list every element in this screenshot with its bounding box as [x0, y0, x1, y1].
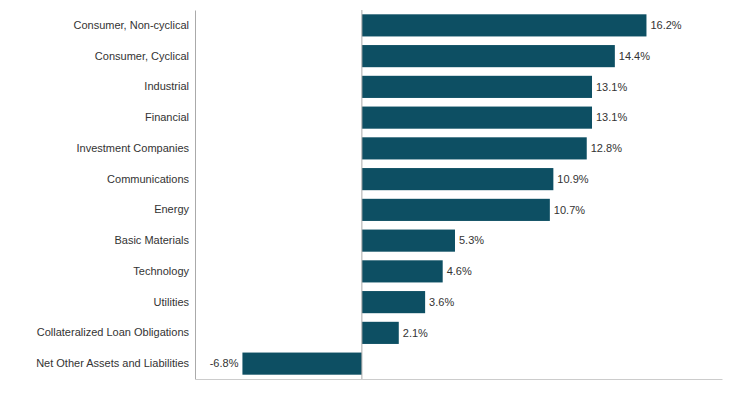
- bar: [362, 322, 399, 344]
- y-tick: Technology: [133, 265, 195, 277]
- bar: [362, 14, 647, 36]
- data-label: 2.1%: [403, 327, 428, 339]
- plot: Consumer, Non-cyclical Consumer, Cyclical…: [36, 10, 722, 380]
- y-axis: Consumer, Non-cyclical Consumer, Cyclical…: [36, 11, 195, 380]
- zero-line: [361, 10, 362, 379]
- chart: Consumer, Non-cyclical Consumer, Cyclical…: [0, 0, 752, 397]
- bar: [362, 168, 553, 190]
- y-tick-label: Utilities: [154, 296, 190, 308]
- y-axis-line: [195, 11, 196, 380]
- y-tick-label: Collateralized Loan Obligations: [37, 326, 190, 338]
- bar: [242, 353, 361, 375]
- y-tick: Utilities: [154, 296, 195, 308]
- bars: [242, 14, 646, 374]
- bar: [362, 45, 615, 67]
- y-tick-label: Communications: [107, 173, 189, 185]
- data-label: 16.2%: [650, 19, 681, 31]
- y-tick: Basic Materials: [114, 234, 195, 246]
- y-tick-label: Industrial: [144, 80, 189, 92]
- data-label: 10.9%: [557, 173, 588, 185]
- bar: [362, 199, 550, 221]
- y-tick-label: Net Other Assets and Liabilities: [36, 357, 189, 369]
- data-label: -6.8%: [210, 357, 239, 369]
- data-label: 13.1%: [596, 111, 627, 123]
- y-tick-label: Consumer, Non-cyclical: [73, 19, 189, 31]
- bar: [362, 107, 592, 129]
- x-axis-line: [196, 379, 723, 380]
- y-tick: Consumer, Cyclical: [95, 50, 195, 62]
- y-tick: Financial: [145, 111, 195, 123]
- data-label: 10.7%: [554, 204, 585, 216]
- data-label: 4.6%: [447, 265, 472, 277]
- y-tick-label: Energy: [154, 203, 189, 215]
- data-label: 14.4%: [619, 50, 650, 62]
- bar: [362, 291, 425, 313]
- y-tick-label: Consumer, Cyclical: [95, 50, 189, 62]
- data-label: 3.6%: [429, 296, 454, 308]
- y-tick: Energy: [154, 203, 195, 215]
- bar: [362, 260, 443, 282]
- data-label: 13.1%: [596, 81, 627, 93]
- y-tick: Communications: [107, 173, 195, 185]
- y-tick: Collateralized Loan Obligations: [37, 326, 195, 338]
- y-tick-label: Financial: [145, 111, 189, 123]
- data-labels: 16.2% 14.4% 13.1% 13.1% 12.8% 10.9% 10.7% 5.3% 4…: [210, 19, 682, 369]
- y-tick-label: Basic Materials: [114, 234, 189, 246]
- data-label: 5.3%: [459, 234, 484, 246]
- y-tick-label: Technology: [133, 265, 189, 277]
- y-tick-label: Investment Companies: [77, 142, 190, 154]
- y-tick: Industrial: [144, 80, 195, 92]
- data-label: 12.8%: [591, 142, 622, 154]
- bar: [362, 230, 455, 252]
- x-axis: [196, 379, 723, 380]
- bar: [362, 76, 592, 98]
- bar: [362, 137, 587, 159]
- y-tick: Consumer, Non-cyclical: [73, 19, 195, 31]
- y-tick: Investment Companies: [77, 142, 196, 154]
- y-tick: Net Other Assets and Liabilities: [36, 357, 195, 369]
